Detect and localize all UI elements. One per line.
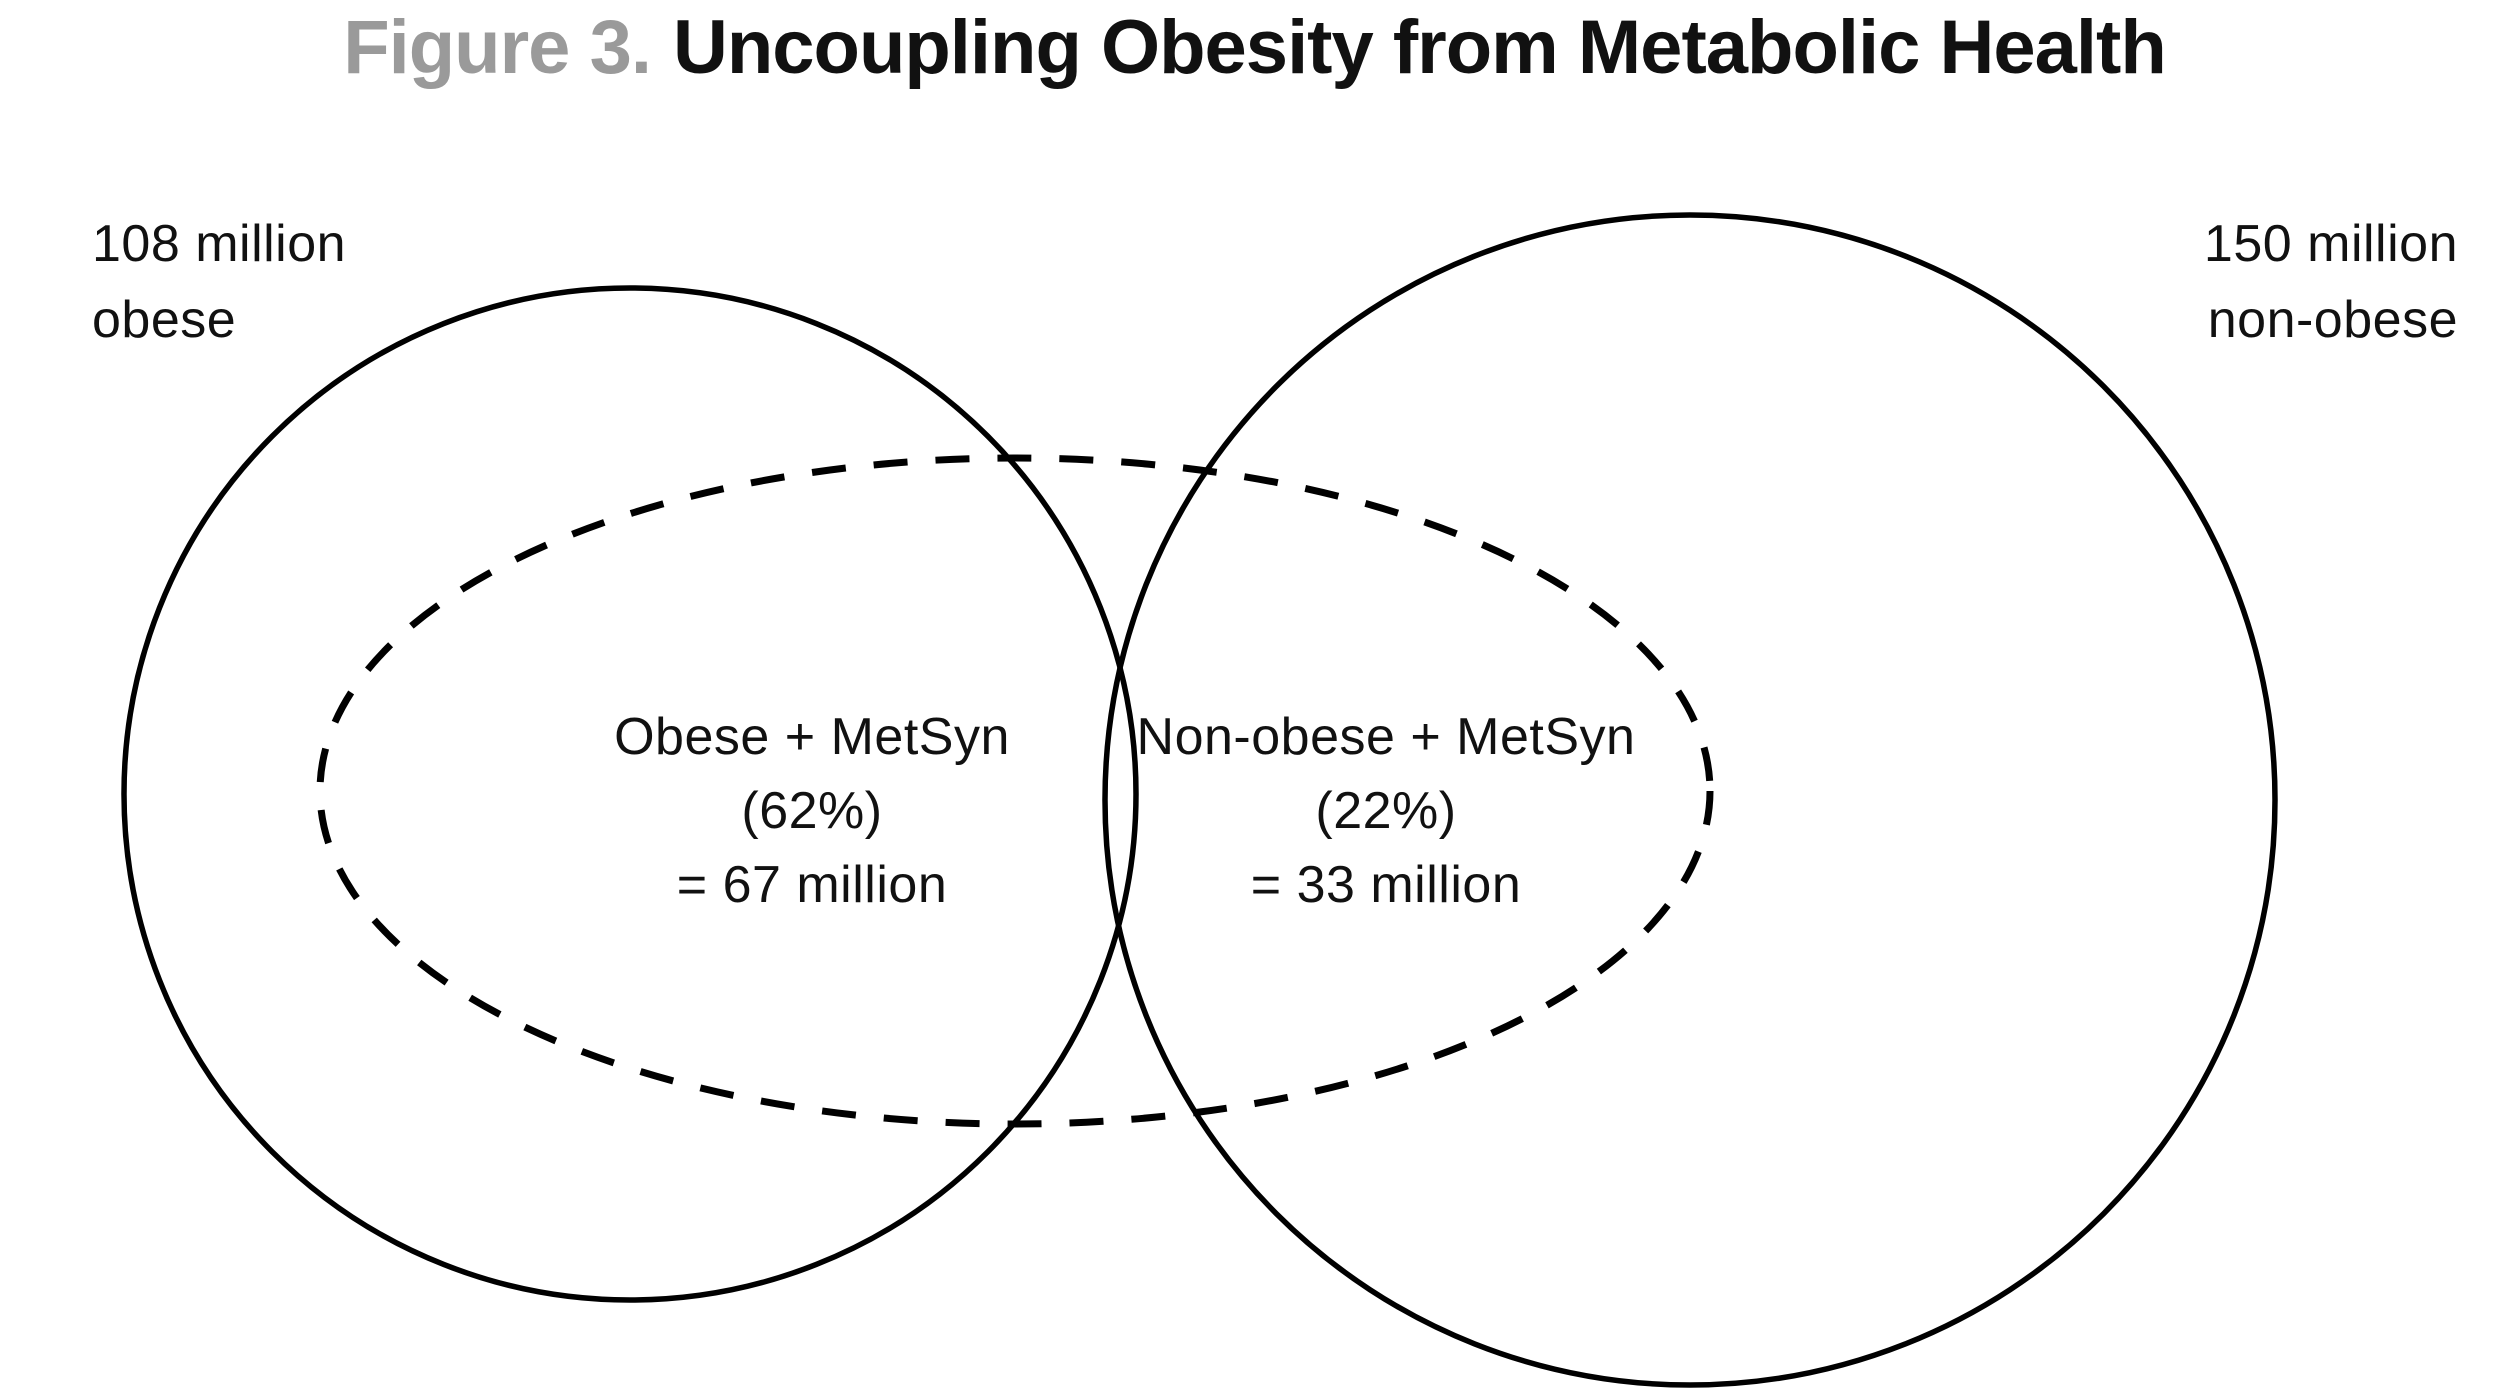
non-obese-metsyn-line3: = 33 million: [1250, 856, 1522, 914]
obese-metsyn-line3: = 67 million: [676, 856, 948, 914]
non-obese-total-label: 150 million non-obese: [2204, 206, 2458, 358]
non-obese-circle: [1102, 212, 2278, 1388]
obese-total-line1: 108 million: [92, 215, 347, 273]
obese-total-line2: obese: [92, 291, 237, 349]
obese-metsyn-label: Obese + MetSyn (62%) = 67 million: [462, 700, 1162, 922]
obese-metsyn-line2: (62%): [741, 782, 883, 840]
obese-total-label: 108 million obese: [92, 206, 346, 358]
non-obese-metsyn-line1: Non-obese + MetSyn: [1136, 708, 1636, 766]
figure-title: Figure 3. Uncoupling Obesity from Metabol…: [0, 0, 2509, 96]
metsyn-ellipse: [316, 454, 1714, 1128]
non-obese-metsyn-line2: (22%): [1315, 782, 1457, 840]
figure-number-label: Figure 3.: [343, 5, 652, 90]
non-obese-metsyn-label: Non-obese + MetSyn (22%) = 33 million: [1036, 700, 1736, 922]
obese-metsyn-line1: Obese + MetSyn: [614, 708, 1010, 766]
non-obese-total-line1: 150 million: [2203, 215, 2458, 273]
obese-circle: [121, 285, 1139, 1303]
figure-heading: Uncoupling Obesity from Metabolic Health: [672, 5, 2167, 90]
non-obese-total-line2: non-obese: [2207, 291, 2458, 349]
